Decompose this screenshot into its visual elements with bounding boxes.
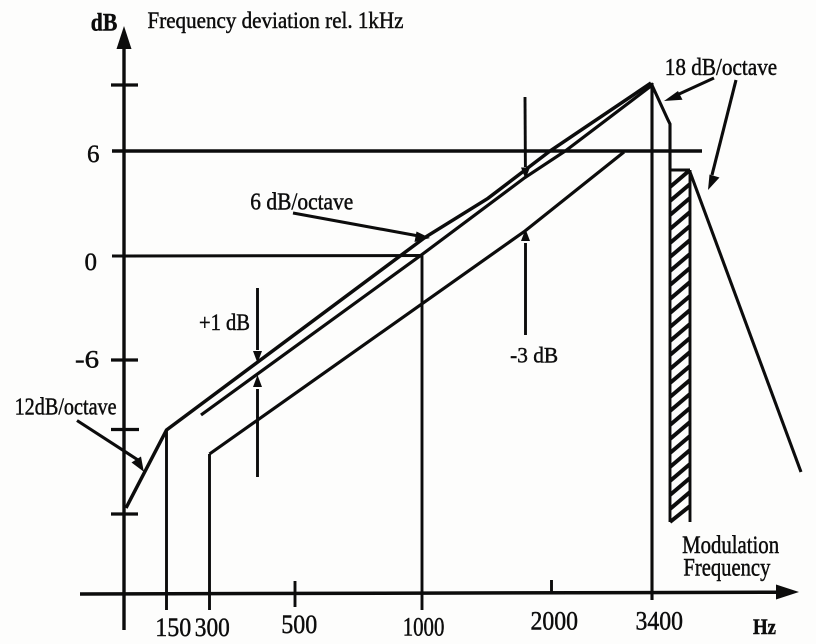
- svg-text:6: 6: [87, 141, 100, 168]
- svg-text:500: 500: [281, 610, 317, 639]
- svg-text:-3 dB: -3 dB: [510, 343, 558, 368]
- svg-text:12dB/octave: 12dB/octave: [15, 395, 117, 421]
- svg-text:6 dB/octave: 6 dB/octave: [250, 190, 353, 216]
- svg-text:300: 300: [195, 613, 230, 642]
- svg-text:0: 0: [85, 249, 98, 276]
- svg-text:2000: 2000: [531, 607, 579, 636]
- svg-text:18 dB/octave: 18 dB/octave: [665, 55, 777, 81]
- svg-text:1000: 1000: [403, 612, 445, 641]
- svg-text:dB: dB: [91, 9, 118, 36]
- svg-text:-6: -6: [75, 347, 99, 374]
- svg-text:Frequency: Frequency: [683, 555, 770, 582]
- svg-text:3400: 3400: [636, 607, 684, 636]
- svg-text:Modulation: Modulation: [682, 532, 779, 559]
- svg-text:150: 150: [155, 613, 191, 642]
- svg-text:+1 dB: +1 dB: [199, 310, 250, 335]
- svg-text:Frequency deviation rel. 1kHz: Frequency deviation rel. 1kHz: [148, 8, 404, 34]
- svg-text:Hz: Hz: [753, 614, 776, 639]
